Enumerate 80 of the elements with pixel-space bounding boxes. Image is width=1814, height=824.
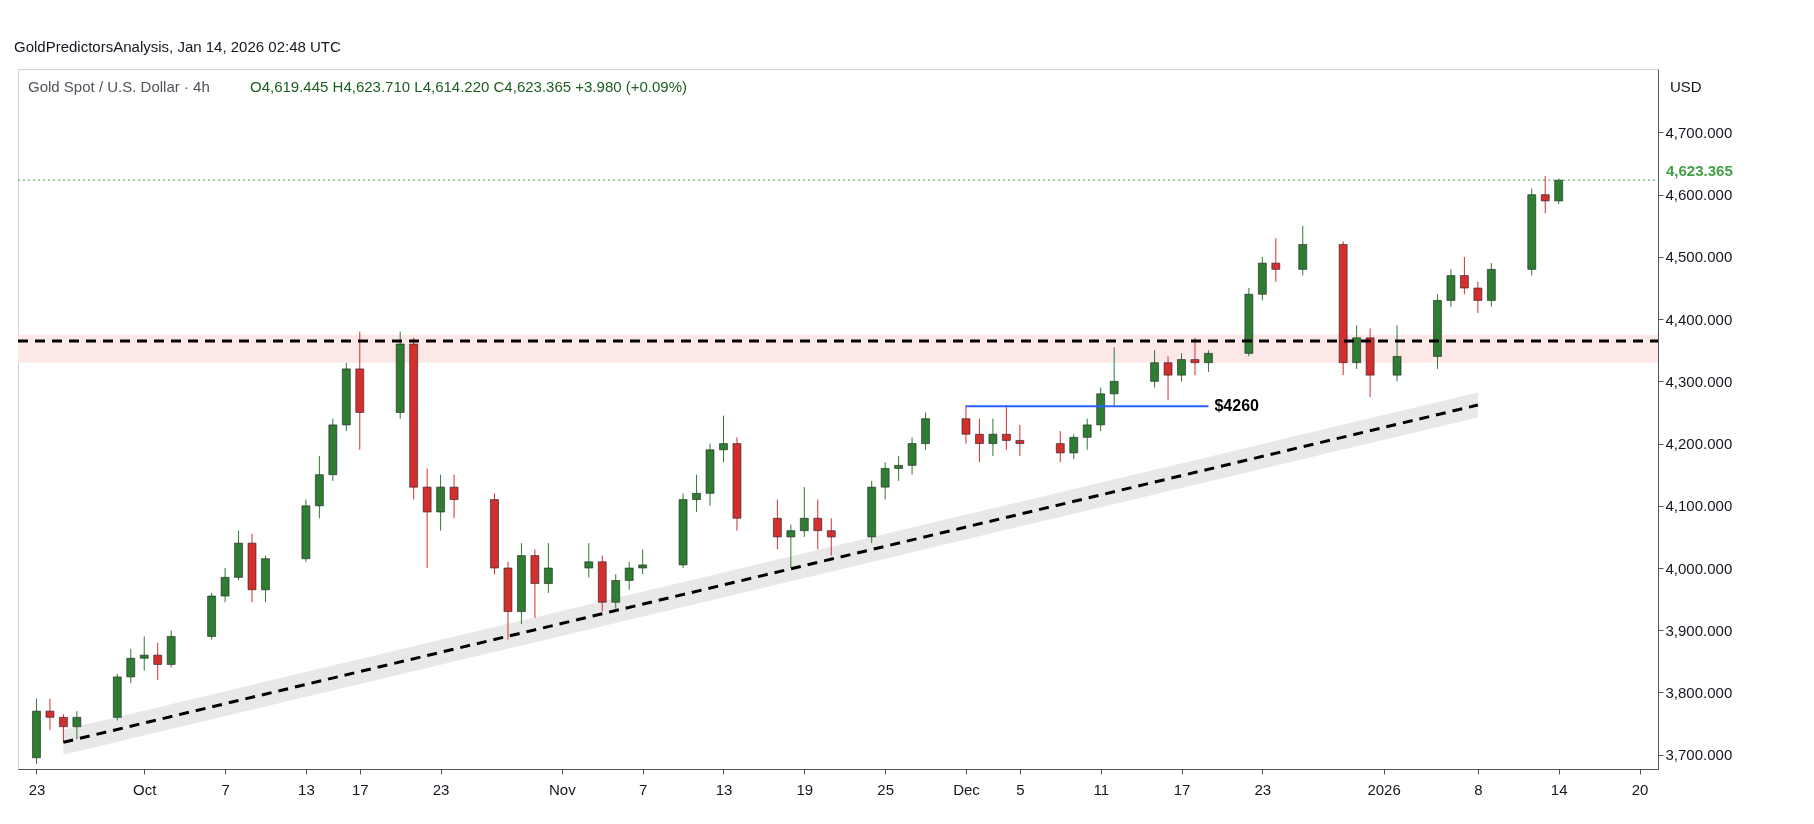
y-tick-label: 4,000.000	[1665, 559, 1733, 577]
candlestick	[1002, 404, 1011, 451]
candlestick	[692, 474, 701, 513]
x-tick-label: 11	[1093, 780, 1109, 798]
candlestick	[153, 642, 163, 681]
candlestick	[800, 486, 809, 538]
candlestick	[719, 415, 728, 463]
candlestick	[1392, 324, 1402, 382]
y-tick-label: 3,700.000	[1665, 746, 1733, 764]
x-tick-label: 7	[639, 780, 648, 798]
candlestick	[1082, 418, 1092, 451]
candlestick	[220, 567, 230, 603]
y-tick-label: 4,700.000	[1665, 123, 1733, 141]
x-tick-label: 19	[796, 780, 814, 798]
candlestick	[624, 561, 634, 591]
candlestick	[1460, 256, 1469, 295]
x-tick-label: 23	[432, 780, 450, 798]
annotation: $4260	[1214, 397, 1260, 415]
x-tick-label: 5	[1016, 780, 1025, 798]
text: Gold Spot / U.S. Dollar · 4h	[28, 78, 210, 95]
x-tick-label: 17	[1173, 780, 1191, 798]
candlestick	[1055, 430, 1065, 463]
x-tick-label: 25	[877, 780, 894, 798]
x-tick-label: Dec	[953, 780, 981, 798]
y-tick-label: 3,900.000	[1665, 621, 1733, 639]
candlestick	[1015, 424, 1025, 457]
y-tick-label: 4,300.000	[1665, 372, 1733, 390]
candlestick	[813, 499, 823, 550]
candlestick	[638, 548, 647, 575]
candlestick	[907, 436, 917, 476]
y-tick-label: 3,800.000	[1665, 683, 1733, 701]
x-tick-label: 2026	[1367, 780, 1401, 798]
candlestick	[1190, 337, 1200, 376]
candlestick	[1473, 281, 1483, 314]
candlestick	[544, 542, 553, 594]
candlestick	[975, 418, 984, 463]
candlestick	[1204, 349, 1213, 373]
y-tick-label: 4,600.000	[1665, 186, 1733, 204]
candlestick	[139, 635, 149, 672]
x-tick-label: 13	[298, 780, 315, 798]
x-tick-label: 7	[221, 780, 230, 798]
candlestick	[1271, 237, 1281, 283]
x-tick-label: Oct	[133, 780, 158, 798]
text: O4,619.445 H4,623.710 L4,614.220 C4,623.365 +3.980 (+0.09%)	[250, 78, 688, 95]
x-tick-label: 13	[715, 780, 733, 798]
candlestick	[1069, 433, 1079, 460]
candlestick	[126, 648, 136, 684]
candlestick	[72, 710, 82, 740]
candlestick	[449, 474, 459, 519]
y-tick-label: 4,400.000	[1665, 310, 1733, 328]
candlestick	[773, 499, 782, 550]
candlestick	[1554, 178, 1563, 205]
candlestick	[894, 455, 903, 482]
x-tick-label: 20	[1631, 780, 1649, 798]
candlestick	[1109, 346, 1119, 407]
candlestick	[1177, 352, 1186, 382]
candlestick	[880, 461, 890, 501]
x-tick-label: 23	[1254, 780, 1272, 798]
y-tick-label: 4,200.000	[1665, 435, 1733, 453]
candlestick	[1540, 175, 1550, 214]
x-tick-label: Nov	[549, 780, 577, 798]
candlestick	[45, 698, 55, 731]
candlestick	[611, 573, 621, 609]
candlestick	[59, 713, 68, 743]
candlestick	[584, 542, 594, 578]
candlestick	[1150, 349, 1159, 389]
ref-line-label: 4,623.365	[1666, 162, 1733, 180]
x-tick-label: 23	[28, 780, 46, 798]
candlestick	[988, 418, 998, 457]
y-axis-title: USD	[1670, 78, 1702, 95]
text: GoldPredictorsAnalysis, Jan 14, 2026 02:48 UTC	[14, 38, 341, 55]
y-tick-label: 4,100.000	[1665, 497, 1733, 515]
candlestick	[786, 523, 796, 569]
y-tick-label: 4,500.000	[1665, 248, 1733, 266]
candlestick	[1163, 355, 1173, 401]
candlestick	[961, 404, 971, 445]
x-tick-label: 8	[1474, 780, 1483, 798]
candlestick	[826, 517, 836, 557]
x-tick-label: 14	[1550, 780, 1568, 798]
x-tick-label: 17	[351, 780, 369, 798]
